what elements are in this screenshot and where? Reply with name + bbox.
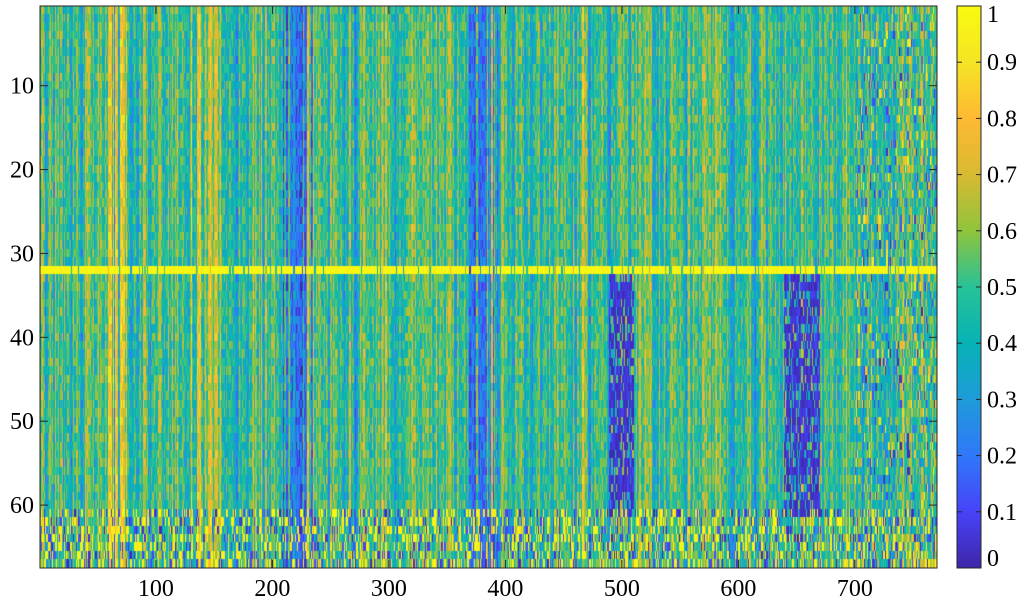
x-tick-label: 300 (371, 576, 407, 601)
x-axis: 100 200 300 400 500 600 700 (138, 6, 873, 601)
y-tick-label: 40 (10, 325, 34, 351)
x-tick-label: 500 (604, 576, 640, 601)
colorbar-tick-label: 0.1 (987, 500, 1017, 526)
colorbar-tick-label: 0.9 (987, 50, 1017, 76)
y-tick-label: 60 (10, 493, 34, 519)
x-tick-label: 200 (254, 576, 290, 601)
colorbar-tick-label: 0.4 (987, 331, 1017, 357)
plot-area (39, 5, 938, 569)
colorbar-tick-label: 0.6 (987, 219, 1017, 245)
y-axis: 10 20 30 40 50 60 (10, 74, 937, 519)
y-tick-label: 10 (10, 74, 34, 100)
colorbar-tick-label: 0.2 (987, 444, 1017, 470)
colorbar-tick-label: 0.8 (987, 106, 1017, 132)
plot-frame (39, 5, 938, 569)
x-tick-label: 600 (720, 576, 756, 601)
colorbar: 0 0.1 0.2 0.3 0.4 0.5 0.6 0.7 0.8 0.9 1 (956, 2, 1017, 572)
colorbar-tick-label: 1 (987, 2, 999, 28)
colorbar-tick-label: 0.3 (987, 387, 1017, 413)
colorbar-tick-label: 0.5 (987, 275, 1017, 301)
y-tick-label: 30 (10, 241, 34, 267)
x-tick-label: 400 (487, 576, 523, 601)
x-tick-label: 100 (138, 576, 174, 601)
x-tick-label: 700 (837, 576, 873, 601)
y-tick-label: 50 (10, 409, 34, 435)
colorbar-tick-label: 0.7 (987, 163, 1017, 189)
y-tick-label: 20 (10, 158, 34, 184)
colorbar-tick-label: 0 (987, 546, 999, 572)
heatmap-cells (40, 6, 937, 568)
